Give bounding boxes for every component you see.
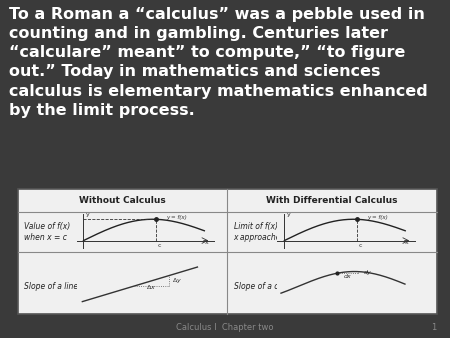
Text: Without Calculus: Without Calculus xyxy=(79,196,166,205)
Text: x: x xyxy=(405,241,409,245)
Text: y = f(x): y = f(x) xyxy=(367,215,388,220)
Text: Slope of a line: Slope of a line xyxy=(24,282,78,291)
Text: Slope of a curve: Slope of a curve xyxy=(234,282,295,291)
Text: Calculus I  Chapter two: Calculus I Chapter two xyxy=(176,323,274,332)
Text: Value of f(x)
when x = c: Value of f(x) when x = c xyxy=(24,222,71,241)
Text: With Differential Calculus: With Differential Calculus xyxy=(266,196,398,205)
Text: x: x xyxy=(204,241,208,245)
Text: $dx$: $dx$ xyxy=(343,272,352,280)
Text: c: c xyxy=(359,243,362,248)
Text: y: y xyxy=(287,213,291,217)
Text: 1: 1 xyxy=(431,323,436,332)
Text: To a Roman a “calculus” was a pebble used in counting and in gambling. Centuries: To a Roman a “calculus” was a pebble use… xyxy=(9,7,428,118)
Text: $\Delta x$: $\Delta x$ xyxy=(146,283,157,291)
Text: y = f(x): y = f(x) xyxy=(166,215,187,220)
Text: c: c xyxy=(158,243,162,248)
Text: Limit of f(x) as
x approaches c: Limit of f(x) as x approaches c xyxy=(234,222,292,241)
Text: y: y xyxy=(86,213,90,217)
Text: $\Delta y$: $\Delta y$ xyxy=(172,276,182,285)
Text: $dy$: $dy$ xyxy=(363,268,372,277)
